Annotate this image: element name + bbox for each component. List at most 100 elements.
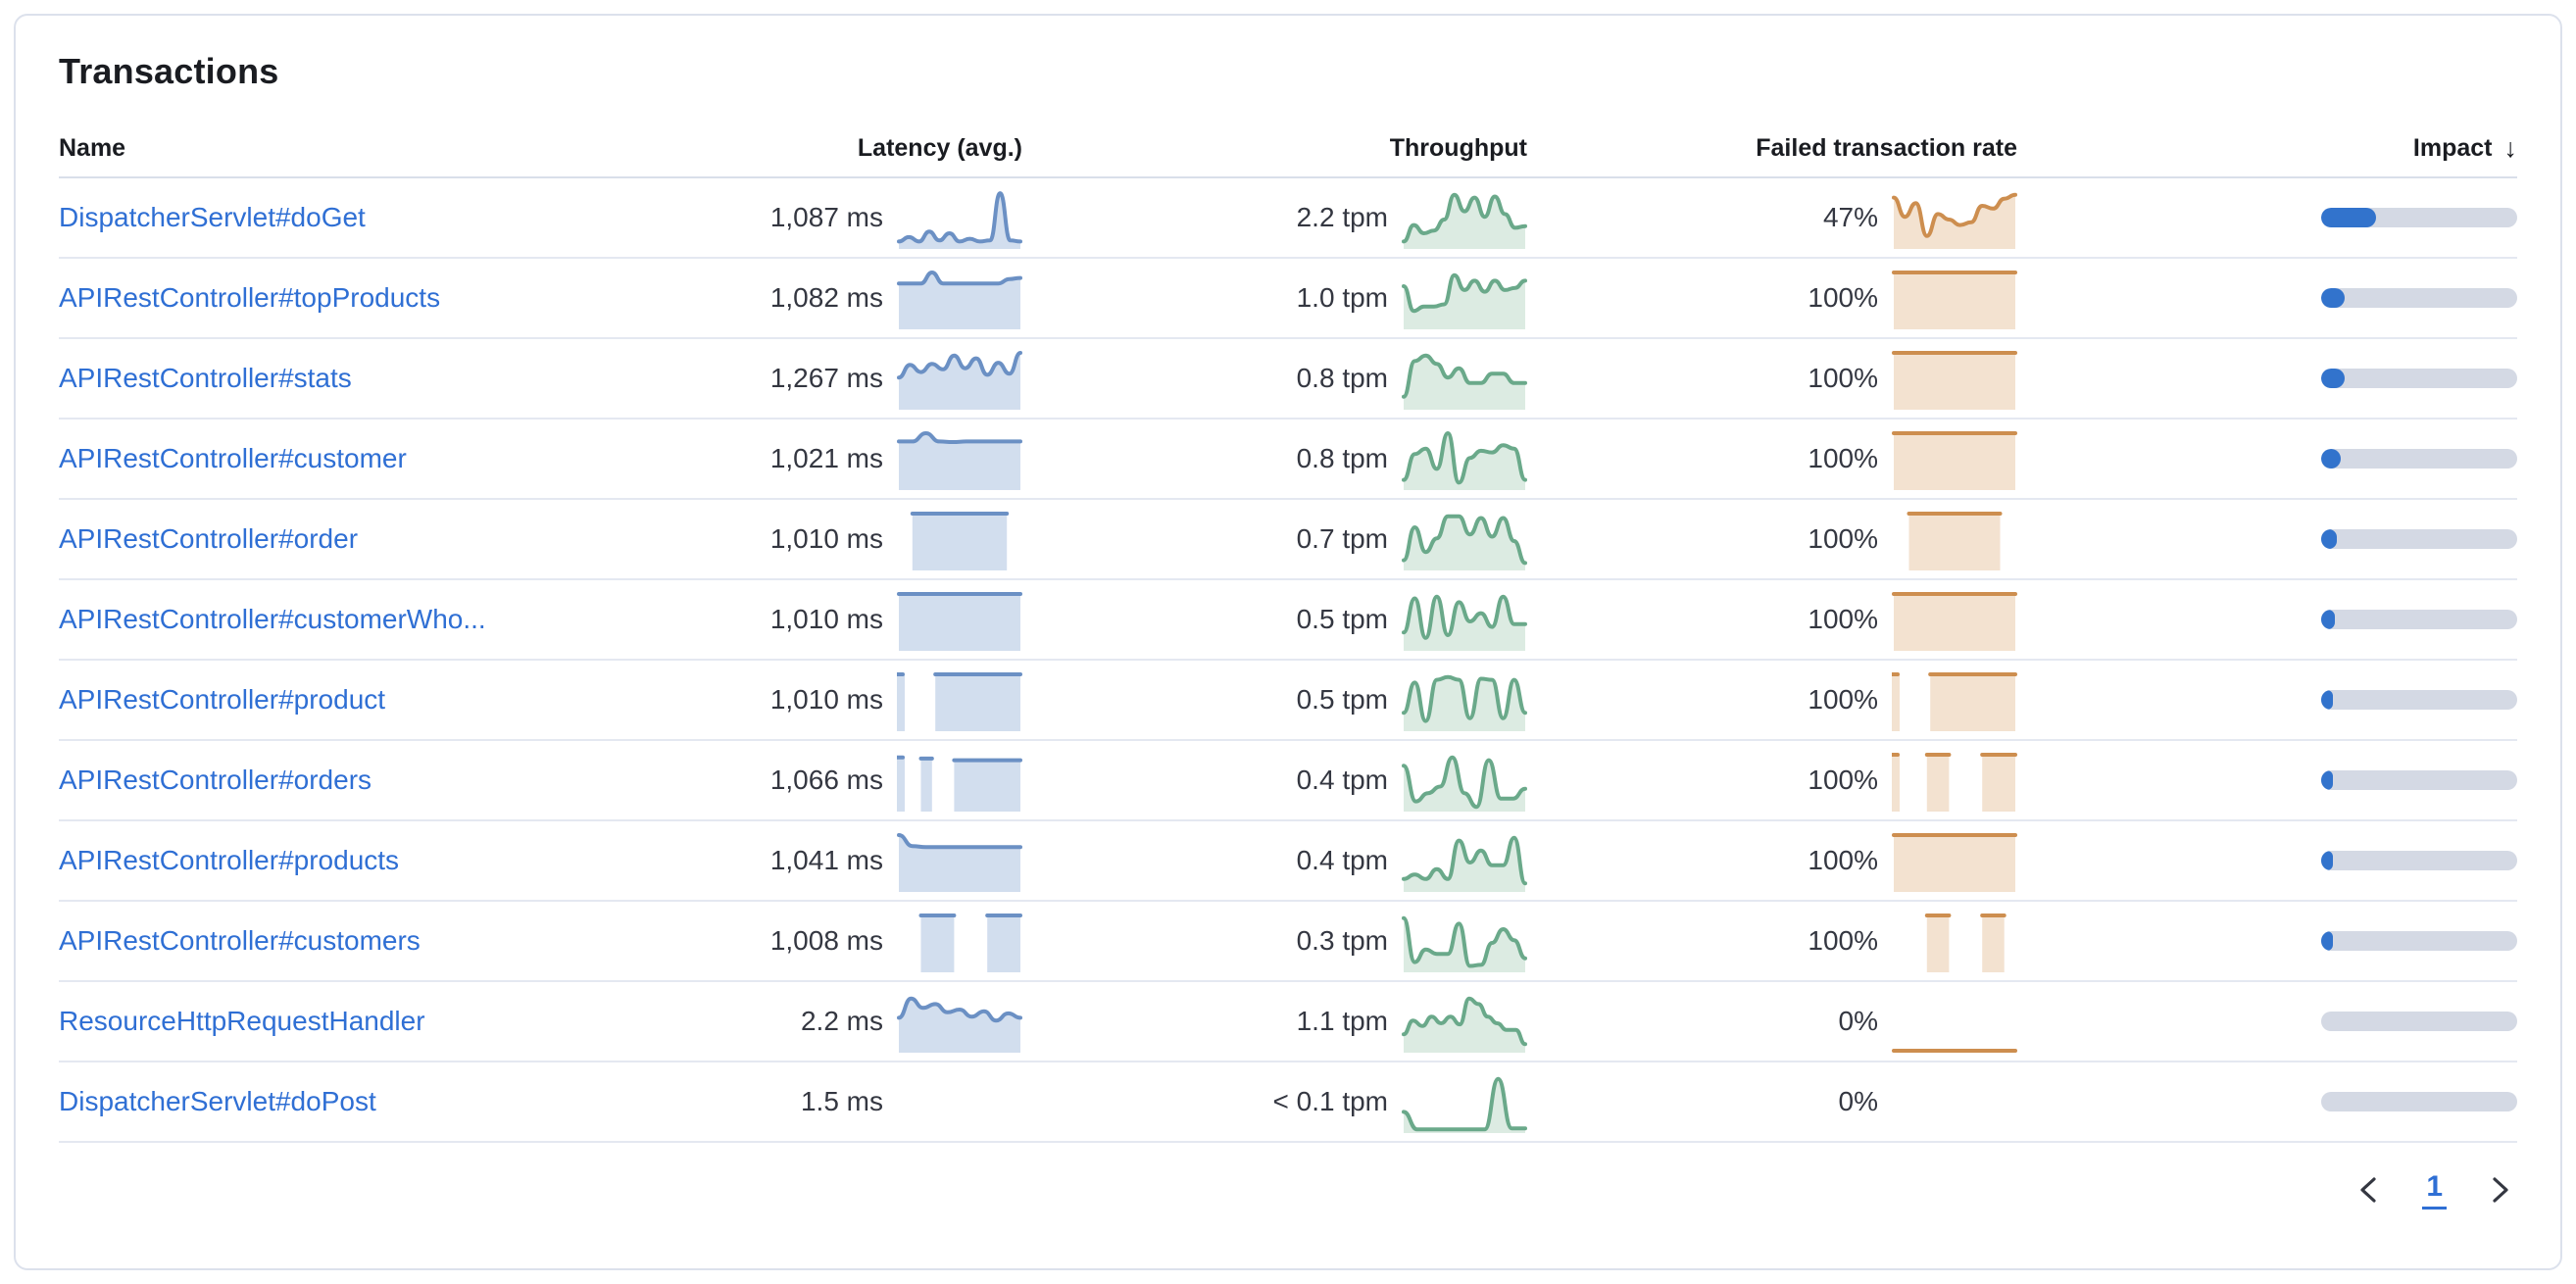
latency-value: 1,021 ms <box>769 443 883 473</box>
latency-cell: 1,010 ms <box>581 668 1022 731</box>
failed-rate-value: 100% <box>1808 845 1878 875</box>
column-header-latency[interactable]: Latency (avg.) <box>857 133 1022 162</box>
impact-bar-fill <box>2321 369 2345 388</box>
latency-value: 1,010 ms <box>769 684 883 715</box>
throughput-value: 0.3 tpm <box>1296 925 1388 956</box>
name-cell: ResourceHttpRequestHandler <box>59 1006 581 1037</box>
failed-rate-cell: 100% <box>1527 749 2017 812</box>
throughput-sparkline <box>1402 588 1527 651</box>
throughput-cell: 0.8 tpm <box>1022 347 1527 410</box>
throughput-cell: 0.5 tpm <box>1022 588 1527 651</box>
column-header-impact[interactable]: Impact ↓ <box>2017 133 2517 164</box>
transaction-link[interactable]: APIRestController#topProducts <box>59 282 441 313</box>
throughput-value: 0.4 tpm <box>1296 765 1388 795</box>
failed-rate-value: 100% <box>1808 925 1878 956</box>
latency-value: 1,010 ms <box>769 523 883 554</box>
transaction-link[interactable]: APIRestController#customer <box>59 443 407 473</box>
throughput-value: < 0.1 tpm <box>1272 1086 1388 1116</box>
impact-bar <box>2321 369 2517 388</box>
throughput-cell: 0.7 tpm <box>1022 508 1527 570</box>
latency-value: 1,066 ms <box>769 765 883 795</box>
failed-rate-sparkline <box>1892 588 2017 651</box>
column-header-throughput[interactable]: Throughput <box>1389 133 1527 162</box>
transaction-link[interactable]: DispatcherServlet#doGet <box>59 202 366 232</box>
impact-bar <box>2321 931 2517 951</box>
latency-cell: 1,041 ms <box>581 829 1022 892</box>
latency-value: 1,267 ms <box>769 363 883 393</box>
impact-bar <box>2321 529 2517 549</box>
chevron-right-icon <box>2486 1172 2515 1208</box>
failed-rate-value: 0% <box>1838 1006 1878 1036</box>
chevron-left-icon <box>2353 1172 2383 1208</box>
transaction-link[interactable]: APIRestController#product <box>59 684 386 715</box>
latency-sparkline <box>895 668 1022 731</box>
impact-bar <box>2321 690 2517 710</box>
throughput-value: 0.5 tpm <box>1296 604 1388 634</box>
transaction-link[interactable]: APIRestController#customers <box>59 925 421 956</box>
impact-cell <box>2017 529 2517 549</box>
throughput-sparkline <box>1402 267 1527 329</box>
failed-rate-sparkline <box>1892 508 2017 570</box>
throughput-cell: 1.1 tpm <box>1022 990 1527 1053</box>
prev-page-button[interactable] <box>2353 1172 2383 1208</box>
table-row: APIRestController#customer 1,021 ms 0.8 … <box>59 420 2517 500</box>
impact-cell <box>2017 610 2517 629</box>
failed-rate-value: 100% <box>1808 443 1878 473</box>
column-header-failed-rate[interactable]: Failed transaction rate <box>1756 133 2017 162</box>
impact-bar-fill <box>2321 529 2337 549</box>
name-cell: DispatcherServlet#doGet <box>59 202 581 233</box>
page-number-1[interactable]: 1 <box>2422 1170 2447 1210</box>
column-header-impact-label: Impact <box>2412 133 2493 162</box>
table-row: ResourceHttpRequestHandler 2.2 ms 1.1 tp… <box>59 982 2517 1062</box>
name-cell: APIRestController#products <box>59 845 581 876</box>
table-row: APIRestController#topProducts 1,082 ms 1… <box>59 259 2517 339</box>
transaction-link[interactable]: APIRestController#orders <box>59 765 372 795</box>
impact-cell <box>2017 449 2517 469</box>
transaction-link[interactable]: DispatcherServlet#doPost <box>59 1086 376 1116</box>
failed-rate-value: 100% <box>1808 282 1878 313</box>
failed-rate-value: 100% <box>1808 363 1878 393</box>
throughput-value: 1.0 tpm <box>1296 282 1388 313</box>
impact-bar-fill <box>2321 610 2335 629</box>
transaction-link[interactable]: APIRestController#stats <box>59 363 352 393</box>
impact-bar <box>2321 610 2517 629</box>
impact-cell <box>2017 208 2517 227</box>
transaction-link[interactable]: ResourceHttpRequestHandler <box>59 1006 425 1036</box>
latency-sparkline <box>897 427 1022 490</box>
transaction-link[interactable]: APIRestController#products <box>59 845 400 875</box>
column-header-name[interactable]: Name <box>59 133 126 162</box>
latency-sparkline <box>897 829 1022 892</box>
failed-rate-value: 100% <box>1808 604 1878 634</box>
impact-cell <box>2017 931 2517 951</box>
impact-bar <box>2321 851 2517 870</box>
throughput-value: 0.8 tpm <box>1296 443 1388 473</box>
page-title: Transactions <box>59 51 279 91</box>
next-page-button[interactable] <box>2486 1172 2515 1208</box>
table-header: Name Latency (avg.) Throughput Failed tr… <box>59 120 2517 178</box>
failed-rate-sparkline <box>1892 347 2017 410</box>
failed-rate-cell: 100% <box>1527 508 2017 570</box>
impact-bar-fill <box>2321 449 2341 469</box>
failed-rate-sparkline <box>1890 668 2017 731</box>
pagination: 1 <box>59 1159 2517 1221</box>
failed-rate-sparkline <box>1892 267 2017 329</box>
name-cell: APIRestController#stats <box>59 363 581 394</box>
failed-rate-cell: 100% <box>1527 588 2017 651</box>
transaction-link[interactable]: APIRestController#customerWho... <box>59 604 486 634</box>
name-cell: APIRestController#topProducts <box>59 282 581 314</box>
latency-cell: 1,008 ms <box>581 910 1022 972</box>
name-cell: APIRestController#customerWho... <box>59 604 581 635</box>
throughput-cell: 0.5 tpm <box>1022 668 1527 731</box>
impact-bar <box>2321 288 2517 308</box>
table-row: APIRestController#stats 1,267 ms 0.8 tpm… <box>59 339 2517 420</box>
transaction-link[interactable]: APIRestController#order <box>59 523 359 554</box>
throughput-value: 0.5 tpm <box>1296 684 1388 715</box>
throughput-cell: 2.2 tpm <box>1022 186 1527 249</box>
name-cell: APIRestController#customers <box>59 925 581 957</box>
table-row: APIRestController#customers 1,008 ms 0.3… <box>59 902 2517 982</box>
table-row: APIRestController#products 1,041 ms 0.4 … <box>59 821 2517 902</box>
impact-cell <box>2017 690 2517 710</box>
failed-rate-cell: 47% <box>1527 186 2017 249</box>
throughput-sparkline <box>1402 347 1527 410</box>
failed-rate-value: 100% <box>1808 765 1878 795</box>
